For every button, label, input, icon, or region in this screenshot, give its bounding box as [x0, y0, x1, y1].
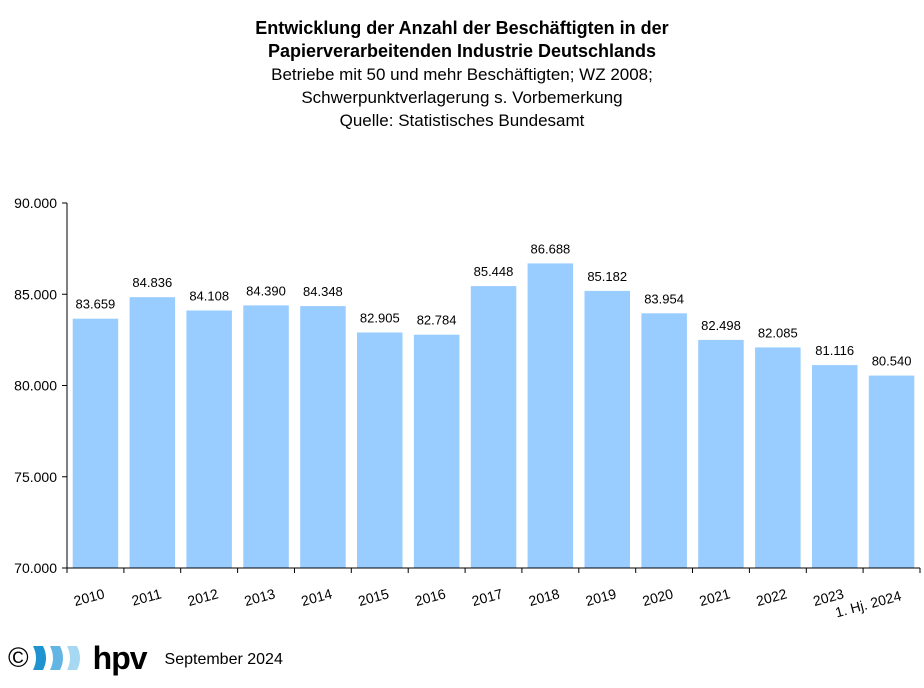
bar-2019	[584, 290, 630, 568]
x-tick-label: 2016	[413, 585, 447, 609]
x-tick-label: 2023	[811, 585, 845, 609]
bar-2021	[698, 339, 744, 568]
x-tick-label: 2019	[584, 585, 618, 609]
bar-2010	[72, 318, 119, 568]
x-tick-label: 2018	[527, 585, 561, 609]
x-tick-label: 1. Hj. 2024	[833, 587, 903, 620]
bar-2012	[186, 310, 232, 568]
x-tick-label: 2010	[72, 585, 106, 609]
data-label: 84.348	[303, 284, 343, 299]
logo-wave-stripe	[49, 646, 63, 670]
x-tick-label: 2022	[754, 585, 788, 609]
bar-2018	[527, 263, 574, 568]
logo-wave-stripe	[32, 646, 46, 670]
data-label: 84.836	[132, 275, 172, 290]
data-label: 82.498	[701, 318, 741, 333]
bar-2020	[641, 313, 687, 568]
x-tick-label: 2014	[299, 585, 333, 609]
logo-wave-stripe	[66, 646, 80, 670]
x-tick-label: 2013	[243, 585, 277, 609]
data-label: 83.659	[76, 297, 116, 312]
hpv-logo-text: hpv	[92, 639, 148, 676]
data-label: 84.390	[246, 283, 286, 298]
x-tick-label: 2021	[698, 585, 732, 609]
y-tick-label: 80.000	[14, 378, 57, 394]
y-tick-label: 70.000	[14, 560, 57, 576]
data-label: 81.116	[815, 343, 854, 358]
x-tick-label: 2017	[470, 585, 504, 609]
bar-1-hj-2024	[868, 375, 915, 568]
bar-2014	[300, 306, 346, 568]
data-label: 82.784	[417, 313, 457, 328]
data-label: 80.540	[872, 354, 912, 369]
y-tick-label: 75.000	[14, 469, 57, 485]
bar-chart: 83.659 84.836 84.108 84.390 84.348 82.905 82.7…	[14, 195, 921, 620]
chart-subtitle-line-1: Betriebe mit 50 und mehr Beschäftigten; …	[271, 65, 653, 84]
bar-2015	[357, 332, 403, 568]
data-label: 84.108	[189, 289, 229, 304]
x-tick-label: 2015	[356, 585, 390, 609]
data-label: 82.085	[758, 325, 798, 340]
x-tick-label: 2012	[186, 585, 220, 609]
x-tick-label: 2020	[641, 585, 675, 609]
y-tick-label: 90.000	[14, 195, 57, 211]
data-label: 83.954	[644, 291, 684, 306]
footer-date: September 2024	[164, 651, 283, 668]
bar-2011	[129, 297, 176, 568]
bar-2023	[812, 365, 858, 568]
chart-title-line-1: Entwicklung der Anzahl der Beschäftigten…	[255, 18, 669, 38]
chart-subtitle-line-3: Quelle: Statistisches Bundesamt	[339, 111, 585, 130]
bar-2022	[755, 347, 801, 568]
bar-2013	[243, 305, 289, 568]
wave-stripes-logo-icon	[32, 646, 80, 670]
data-label: 82.905	[360, 311, 400, 326]
footer: © hpv September 2024	[8, 638, 283, 678]
data-label: 85.182	[587, 269, 627, 284]
copyright-symbol: ©	[8, 642, 29, 673]
bar-2017	[470, 286, 517, 568]
chart-title-block: Entwicklung der Anzahl der Beschäftigten…	[0, 17, 924, 132]
data-label: 85.448	[474, 264, 514, 279]
chart-title-line-2: Papierverarbeitenden Industrie Deutschla…	[267, 41, 657, 61]
chart-subtitle-line-2: Schwerpunktverlagerung s. Vorbemerkung	[301, 88, 623, 107]
y-tick-label: 85.000	[14, 286, 57, 302]
bar-2016	[413, 334, 460, 568]
data-label: 86.688	[531, 241, 571, 256]
x-tick-label: 2011	[130, 585, 163, 608]
